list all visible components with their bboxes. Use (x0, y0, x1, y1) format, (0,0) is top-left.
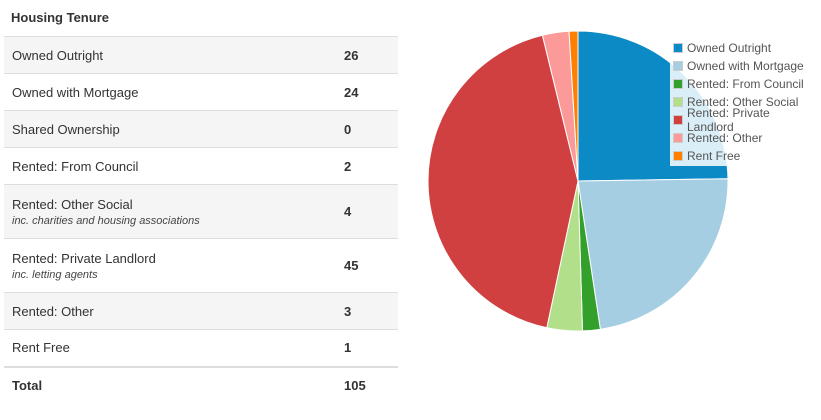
housing-tenure-panel: Housing Tenure Owned Outright 26 Owned w… (0, 0, 398, 420)
pie-slice-rent-free (568, 30, 579, 182)
table-row: Rented: From Council 2 (4, 147, 398, 185)
legend-swatch (673, 115, 683, 125)
row-value: 0 (344, 110, 398, 148)
legend-item: Owned with Mortgage (670, 57, 816, 75)
total-row: Total 105 (4, 365, 398, 404)
row-sublabel: inc. letting agents (12, 268, 98, 281)
legend-swatch (673, 133, 683, 143)
row-value: 24 (344, 73, 398, 111)
row-label: Owned Outright (4, 36, 344, 74)
table-row: Shared Ownership 0 (4, 110, 398, 148)
table-row: Rented: Other 3 (4, 292, 398, 330)
legend-label: Rent Free (687, 149, 741, 163)
tenure-table: Owned Outright 26 Owned with Mortgage 24… (4, 36, 398, 404)
row-value: 45 (344, 238, 398, 293)
row-label: Rented: Other (4, 292, 344, 330)
row-label: Rented: Other Social inc. charities and … (4, 184, 344, 239)
table-row: Owned with Mortgage 24 (4, 73, 398, 111)
legend-swatch (673, 151, 683, 161)
legend-item: Rented: From Council (670, 75, 816, 93)
legend-swatch (673, 43, 683, 53)
total-label: Total (4, 365, 344, 404)
table-row: Rent Free 1 (4, 329, 398, 367)
row-sublabel: inc. charities and housing associations (12, 214, 200, 227)
legend-item: Rented: Private Landlord (670, 106, 816, 134)
table-row: Rented: Private Landlord inc. letting ag… (4, 238, 398, 293)
pie-slice-owned-with-mortgage (577, 178, 729, 330)
table-row: Owned Outright 26 (4, 36, 398, 74)
legend-label: Owned with Mortgage (687, 59, 804, 73)
table-row: Rented: Other Social inc. charities and … (4, 184, 398, 239)
row-label: Rented: From Council (4, 147, 344, 185)
legend-swatch (673, 97, 683, 107)
row-value: 1 (344, 329, 398, 367)
legend-label: Rented: Other (687, 131, 763, 145)
row-value: 2 (344, 147, 398, 185)
row-label: Rent Free (4, 329, 344, 367)
legend-label: Rented: Other Social (687, 95, 799, 109)
row-value: 26 (344, 36, 398, 74)
total-value: 105 (344, 365, 398, 404)
chart-legend: Owned Outright Owned with Mortgage Rented:… (670, 38, 816, 166)
row-label: Owned with Mortgage (4, 73, 344, 111)
row-value: 4 (344, 184, 398, 239)
legend-label: Rented: From Council (687, 77, 804, 91)
legend-item: Rented: Other (670, 129, 816, 147)
row-value: 3 (344, 292, 398, 330)
legend-swatch (673, 79, 683, 89)
row-label: Shared Ownership (4, 110, 344, 148)
legend-item: Rent Free (670, 147, 816, 165)
legend-item: Rented: Other Social (670, 93, 816, 111)
legend-label: Owned Outright (687, 41, 772, 55)
row-label: Rented: Private Landlord inc. letting ag… (4, 238, 344, 293)
panel-title: Housing Tenure (11, 10, 109, 25)
pie-slice-rented-private-landlord (427, 34, 579, 329)
legend-item: Owned Outright (670, 39, 816, 57)
legend-label: Rented: Private Landlord (687, 106, 770, 134)
legend-swatch (673, 61, 683, 71)
